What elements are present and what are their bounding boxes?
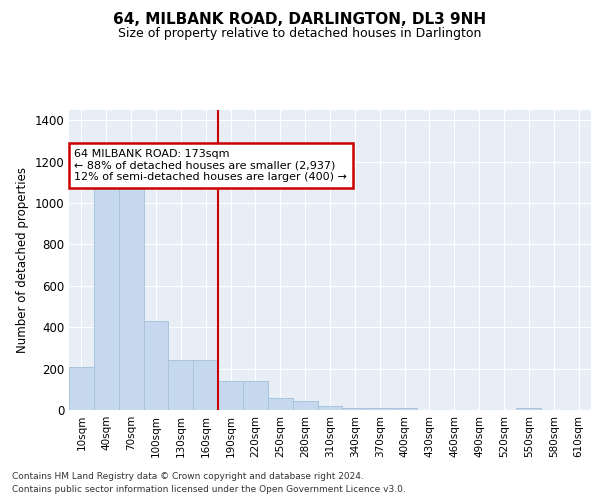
Bar	[392, 408, 417, 410]
Bar	[243, 381, 268, 410]
Text: 64 MILBANK ROAD: 173sqm
← 88% of detached houses are smaller (2,937)
12% of semi: 64 MILBANK ROAD: 173sqm ← 88% of detache…	[74, 149, 347, 182]
Text: Size of property relative to detached houses in Darlington: Size of property relative to detached ho…	[118, 28, 482, 40]
Text: Contains public sector information licensed under the Open Government Licence v3: Contains public sector information licen…	[12, 485, 406, 494]
Bar	[517, 408, 541, 410]
Bar	[94, 178, 119, 410]
Bar	[343, 408, 367, 410]
Text: Contains HM Land Registry data © Crown copyright and database right 2024.: Contains HM Land Registry data © Crown c…	[12, 472, 364, 481]
Bar	[143, 321, 169, 410]
Bar	[193, 360, 218, 410]
Bar	[367, 408, 392, 410]
Bar	[293, 400, 317, 410]
Bar	[69, 366, 94, 410]
Text: 64, MILBANK ROAD, DARLINGTON, DL3 9NH: 64, MILBANK ROAD, DARLINGTON, DL3 9NH	[113, 12, 487, 28]
Bar	[119, 182, 143, 410]
Bar	[317, 406, 343, 410]
Bar	[268, 398, 293, 410]
Bar	[218, 381, 243, 410]
Bar	[169, 360, 193, 410]
Y-axis label: Number of detached properties: Number of detached properties	[16, 167, 29, 353]
